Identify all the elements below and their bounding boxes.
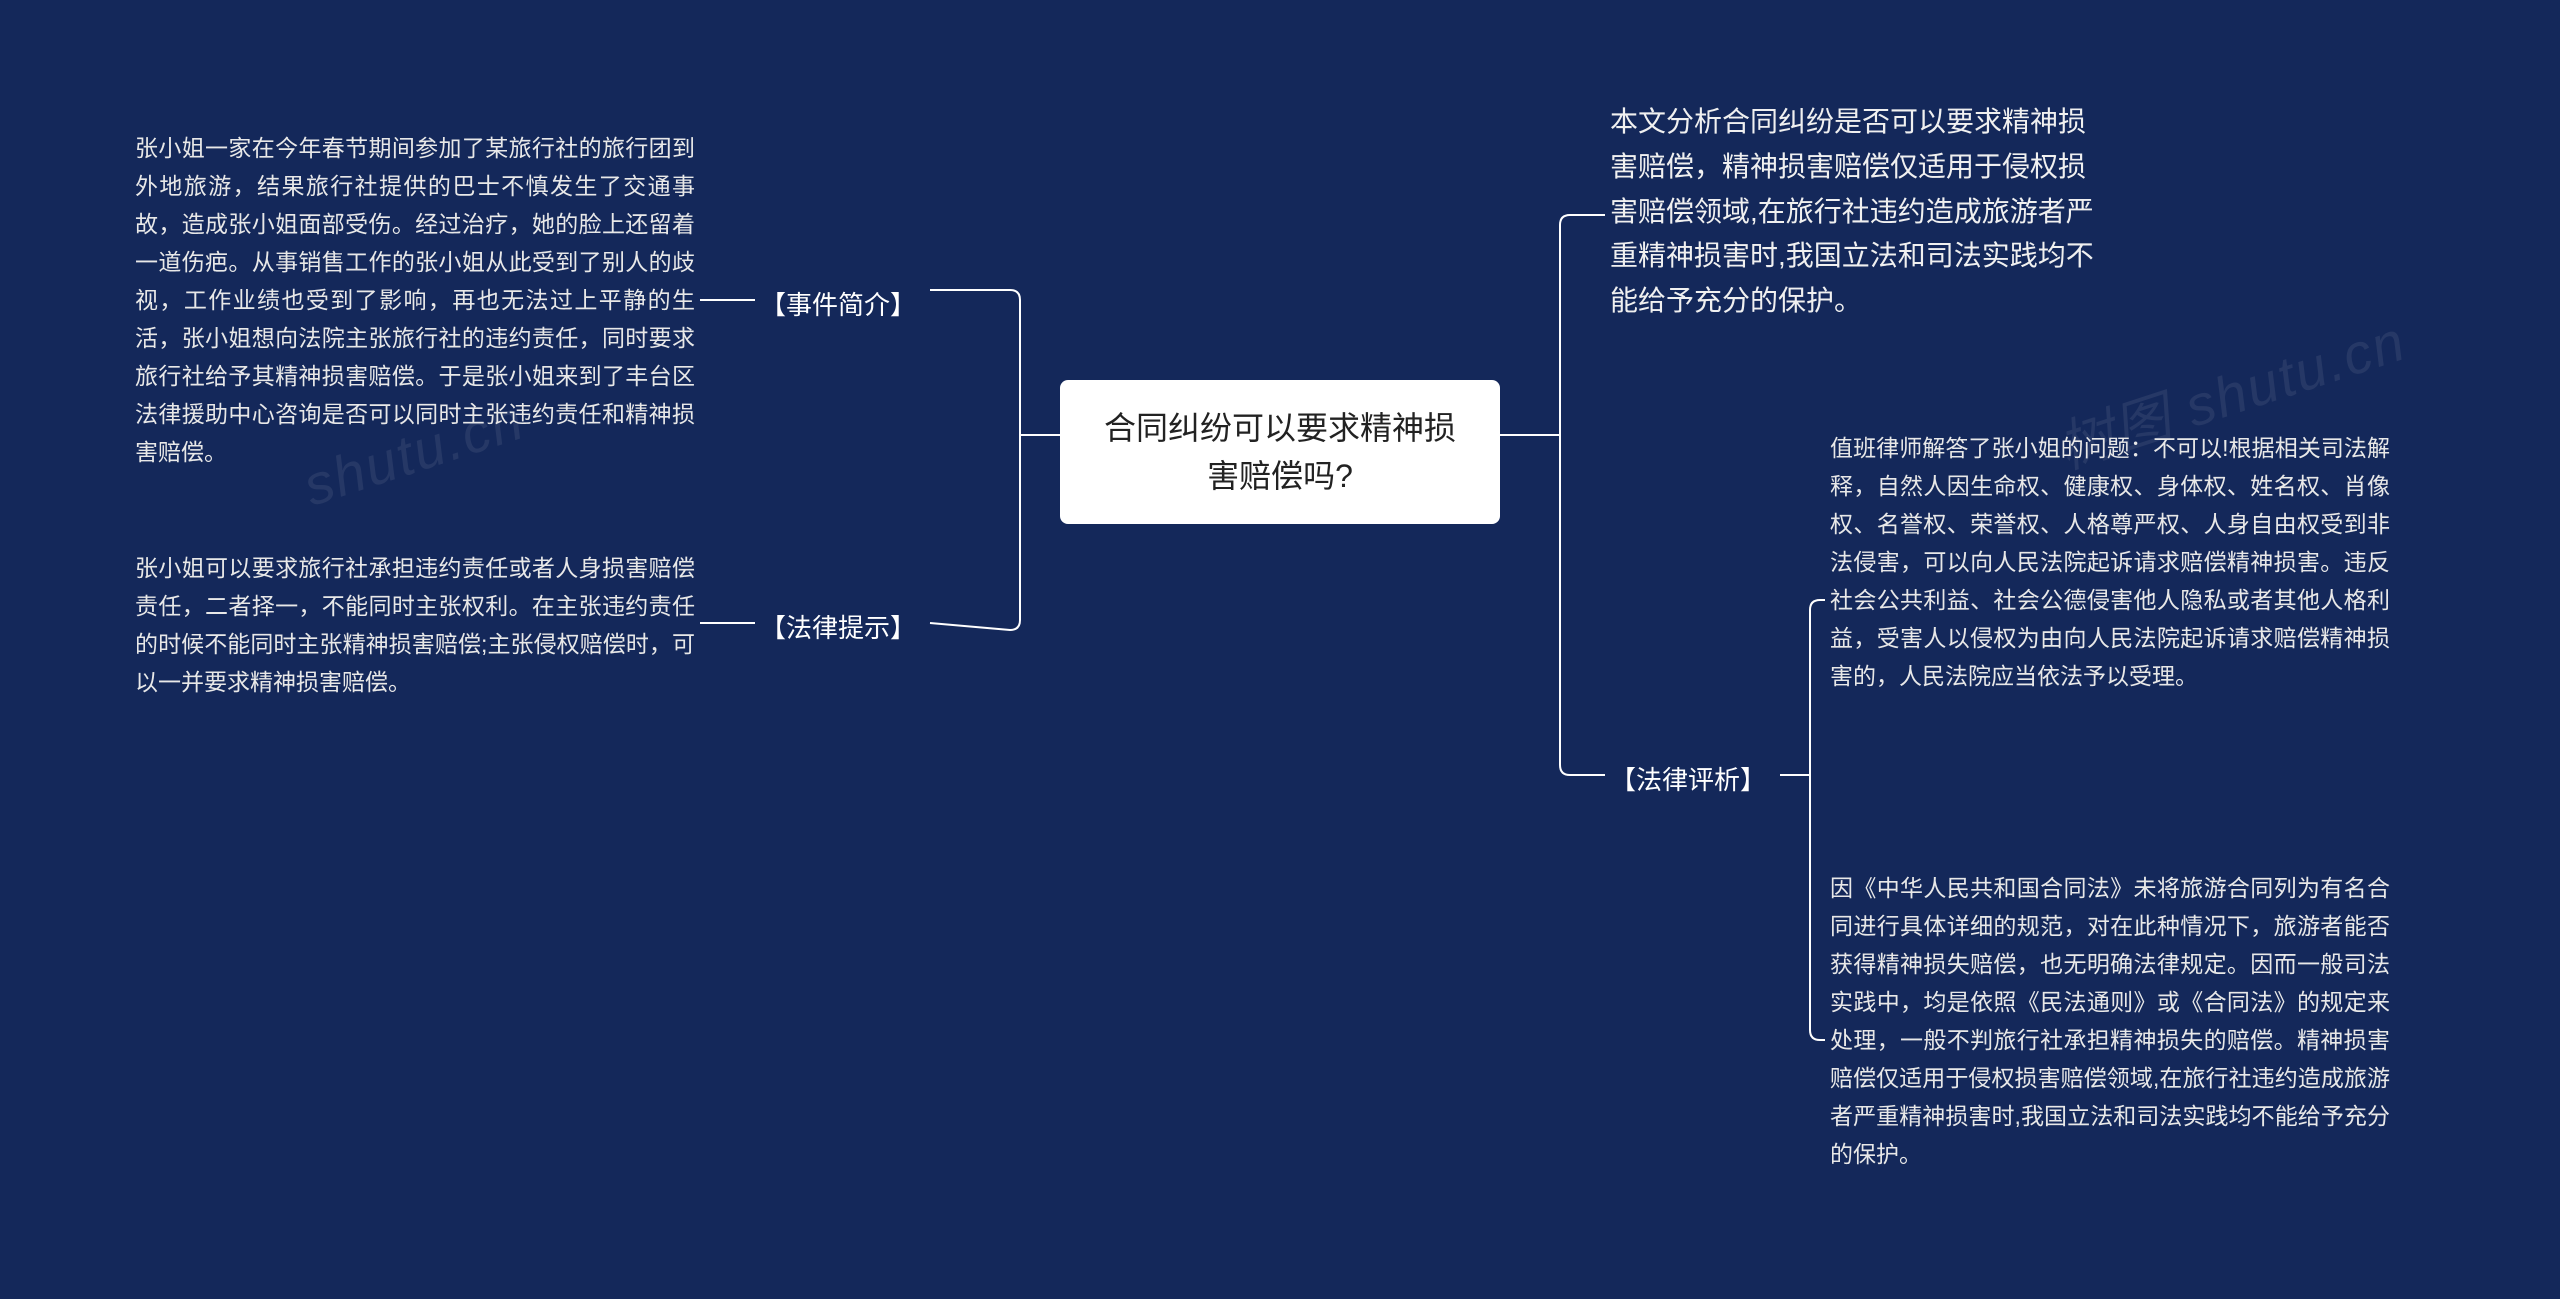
center-node: 合同纠纷可以要求精神损 害赔偿吗? (1060, 380, 1500, 524)
right-branch-label: 【法律评析】 (1610, 760, 1766, 802)
right-intro-text: 本文分析合同纠纷是否可以要求精神损害赔偿，精神损害赔偿仅适用于侵权损害赔偿领域,… (1610, 106, 2094, 316)
branch-label-text: 【法律提示】 (760, 613, 916, 643)
leaf-text-content: 张小姐一家在今年春节期间参加了某旅行社的旅行团到外地旅游，结果旅行社提供的巴士不… (135, 135, 695, 465)
center-title-line1: 合同纠纷可以要求精神损 (1092, 404, 1468, 452)
branch-label-text: 【事件简介】 (760, 290, 916, 320)
left-branch-1-leaf: 张小姐一家在今年春节期间参加了某旅行社的旅行团到外地旅游，结果旅行社提供的巴士不… (135, 130, 695, 471)
center-title-line2: 害赔偿吗? (1092, 452, 1468, 500)
left-branch-2-leaf: 张小姐可以要求旅行社承担违约责任或者人身损害赔偿责任，二者择一，不能同时主张权利… (135, 550, 695, 702)
right-branch-leaf-1: 值班律师解答了张小姐的问题：不可以!根据相关司法解释，自然人因生命权、健康权、身… (1830, 430, 2390, 696)
right-intro: 本文分析合同纠纷是否可以要求精神损害赔偿，精神损害赔偿仅适用于侵权损害赔偿领域,… (1610, 100, 2110, 324)
leaf-text-content: 张小姐可以要求旅行社承担违约责任或者人身损害赔偿责任，二者择一，不能同时主张权利… (135, 555, 695, 695)
left-branch-2-label: 【法律提示】 (760, 608, 916, 650)
left-branch-1-label: 【事件简介】 (760, 285, 916, 327)
right-branch-leaf-2: 因《中华人民共和国合同法》未将旅游合同列为有名合同进行具体详细的规范，对在此种情… (1830, 870, 2390, 1174)
branch-label-text: 【法律评析】 (1610, 765, 1766, 795)
leaf-text-content: 值班律师解答了张小姐的问题：不可以!根据相关司法解释，自然人因生命权、健康权、身… (1830, 435, 2390, 689)
leaf-text-content: 因《中华人民共和国合同法》未将旅游合同列为有名合同进行具体详细的规范，对在此种情… (1830, 875, 2390, 1167)
